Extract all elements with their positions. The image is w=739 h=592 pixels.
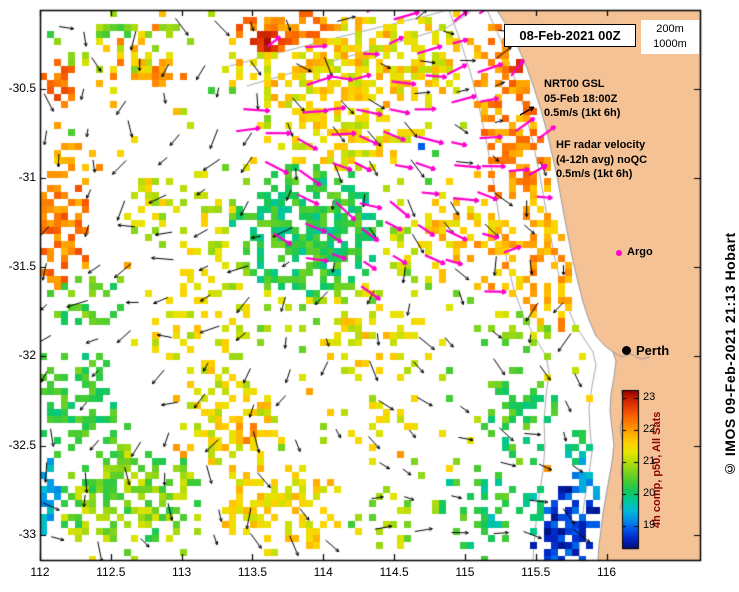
depth-contour-legend: 200m 1000m [641, 20, 699, 54]
hf-scale-arrow-icon [528, 163, 548, 176]
x-tick-label: 114.5 [379, 565, 409, 579]
colorbar-tick-label: 20 [643, 486, 656, 499]
colorbar-tick-label: 22 [643, 422, 656, 435]
depth-200m-label: 200m [656, 23, 684, 35]
gsl-legend-scale: 0.5m/s (1kt 6h) [544, 107, 621, 119]
argo-float-marker [616, 250, 622, 256]
gsl-legend-line2: 05-Feb 18:00Z [544, 92, 618, 105]
hf-legend-scale: 0.5m/s (1kt 6h) [556, 168, 633, 180]
perth-label: Perth [636, 343, 670, 358]
gsl-legend-line1: NRT00 GSL [544, 78, 605, 90]
x-tick-label: 115.5 [521, 565, 551, 579]
y-tick-label: -30.5 [8, 80, 36, 95]
colorbar-tick-label: 19 [643, 518, 656, 531]
gsl-legend: NRT00 GSL 05-Feb 18:00Z 0.5m/s (1kt 6h) [544, 77, 620, 121]
colorbar-tick-label: 23 [643, 390, 656, 403]
x-tick-label: 113 [172, 565, 192, 579]
plot-title-box: 08-Feb-2021 00Z [504, 24, 636, 47]
argo-label: Argo [627, 246, 653, 258]
hf-radar-legend: HF radar velocity (4-12h avg) noQC 0.5m/… [556, 138, 647, 182]
y-tick-label: -31 [18, 169, 36, 184]
gsl-scale-arrow-icon [519, 106, 535, 116]
y-tick-label: -32.5 [8, 437, 36, 452]
hf-legend-line2: (4-12h avg) noQC [556, 153, 648, 166]
y-tick-label: -32 [18, 348, 36, 363]
depth-1000m-label: 1000m [653, 38, 687, 50]
x-tick-label: 114 [313, 565, 333, 579]
plot-title: 08-Feb-2021 00Z [519, 28, 621, 43]
colorbar-tick-label: 21 [643, 454, 656, 467]
x-tick-label: 113.5 [237, 565, 267, 579]
x-tick-label: 116 [596, 565, 617, 579]
hf-legend-line1: HF radar velocity [556, 139, 646, 151]
y-tick-label: -33 [18, 527, 36, 541]
y-tick-label: -31.5 [8, 259, 36, 274]
perth-city-marker [622, 346, 631, 355]
x-tick-label: 112.5 [96, 565, 126, 579]
x-tick-label: 115 [455, 565, 475, 579]
x-tick-label: 112 [30, 565, 50, 579]
credit-text: © IMOS 09-Feb-2021 21:13 Hobart [722, 232, 738, 478]
